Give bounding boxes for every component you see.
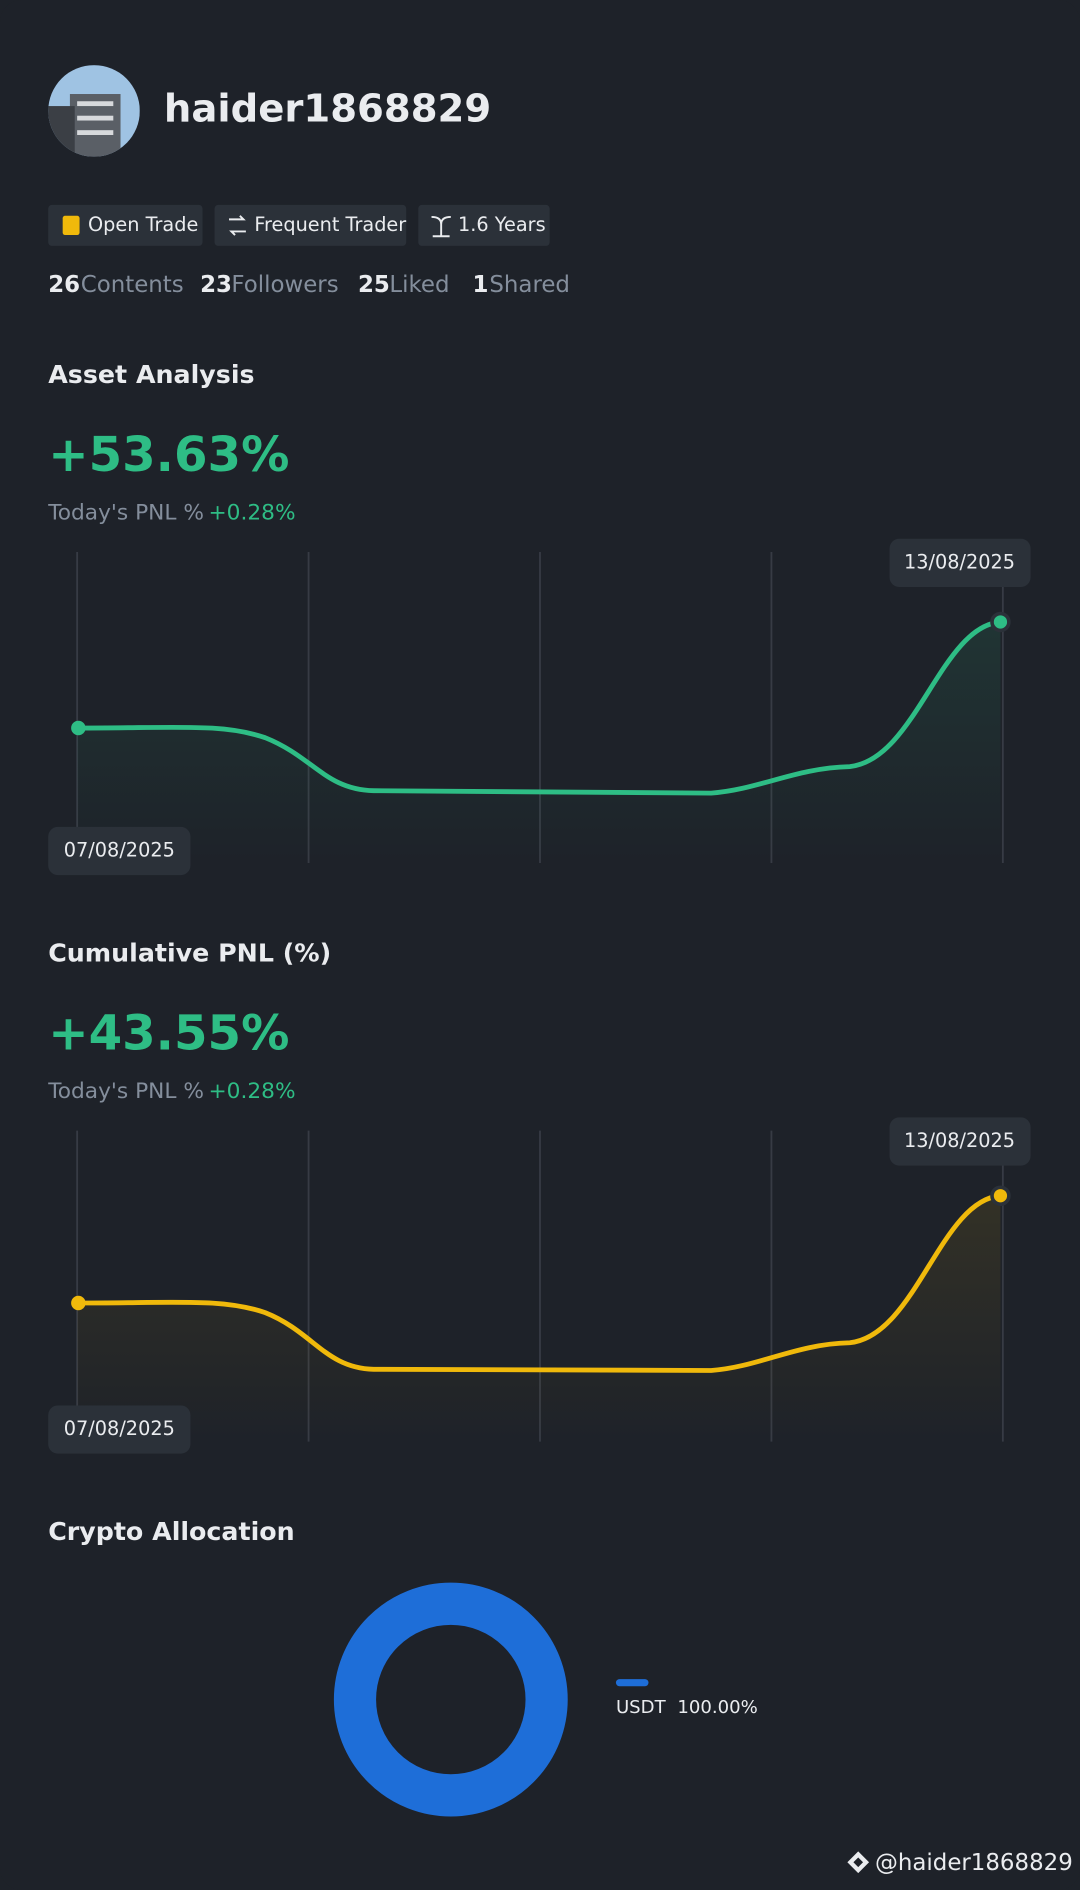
date-pill [48,1405,191,1454]
end-date: 13/08/2025 [904,550,1015,573]
stat-count: 23 [200,272,232,298]
chart-area [77,1195,1001,1442]
tag-label: Frequent Trader [254,213,406,236]
today-value: +0.28% [209,1079,296,1104]
end-dot [990,1185,1011,1206]
stat-label: Liked [389,272,449,298]
date-pill [48,826,191,876]
today-value: +0.28% [209,500,296,525]
legend-value: 100.00% [677,1697,757,1718]
headline-value: +43.55% [48,1006,289,1062]
stat-count: 1 [473,272,489,298]
today-label: Today's PNL % [47,1079,204,1104]
tag-icon [229,215,246,236]
stat-label: Contents [81,272,184,298]
section-title: Asset Analysis [48,360,254,389]
date-pill [889,538,1031,588]
start-date: 07/08/2025 [64,1417,175,1440]
tag-icon [62,215,80,236]
date-pill [889,1117,1031,1166]
tag-icon [431,216,451,238]
sections: Asset Analysis+53.63%Today's PNL % +0.28%… [47,360,1031,1454]
tags: Open Trade Frequent Trader 1.6 Years [48,204,550,246]
legend-swatch [615,1679,649,1687]
headline-value: +53.63% [48,427,289,483]
watermark-icon [847,1851,870,1874]
end-date: 13/08/2025 [904,1129,1015,1152]
username: haider1868829 [164,86,491,131]
legend-name: USDT [616,1697,667,1718]
pnl-section: Cumulative PNL (%) +43.55% Today's PNL % +0… [47,939,1031,1454]
section-title: Crypto Allocation [48,1517,294,1546]
chart-line [74,1193,1003,1373]
avatar[interactable] [48,65,140,157]
start-date: 07/08/2025 [64,838,175,861]
watermark-text: @haider1868829 [875,1850,1073,1876]
stat-count: 25 [358,272,390,298]
start-dot [71,720,86,736]
stat-count: 26 [48,272,80,298]
watermark: @haider1868829 [847,1850,1073,1876]
tag-label: 1.6 Years [458,213,546,236]
stat-label: Followers [231,272,338,298]
stats: 26 Contents 23 Followers 25 Liked 1 Shar… [48,272,570,298]
tag [48,204,203,246]
tag-label: Open Trade [88,213,198,236]
start-dot [71,1295,86,1311]
pnl-section: Asset Analysis +53.63% Today's PNL % +0.28%… [47,360,1031,876]
chart-area [77,621,1001,864]
chart-line [74,619,1003,796]
tag [214,204,407,246]
stat-label: Shared [489,272,570,298]
end-dot [990,611,1011,633]
today-label: Today's PNL % [47,500,204,525]
donut-segment [333,1582,568,1817]
donut-chart: USDT 100.00% [333,1582,758,1817]
tag [418,204,550,246]
section-title: Cumulative PNL (%) [48,939,331,968]
